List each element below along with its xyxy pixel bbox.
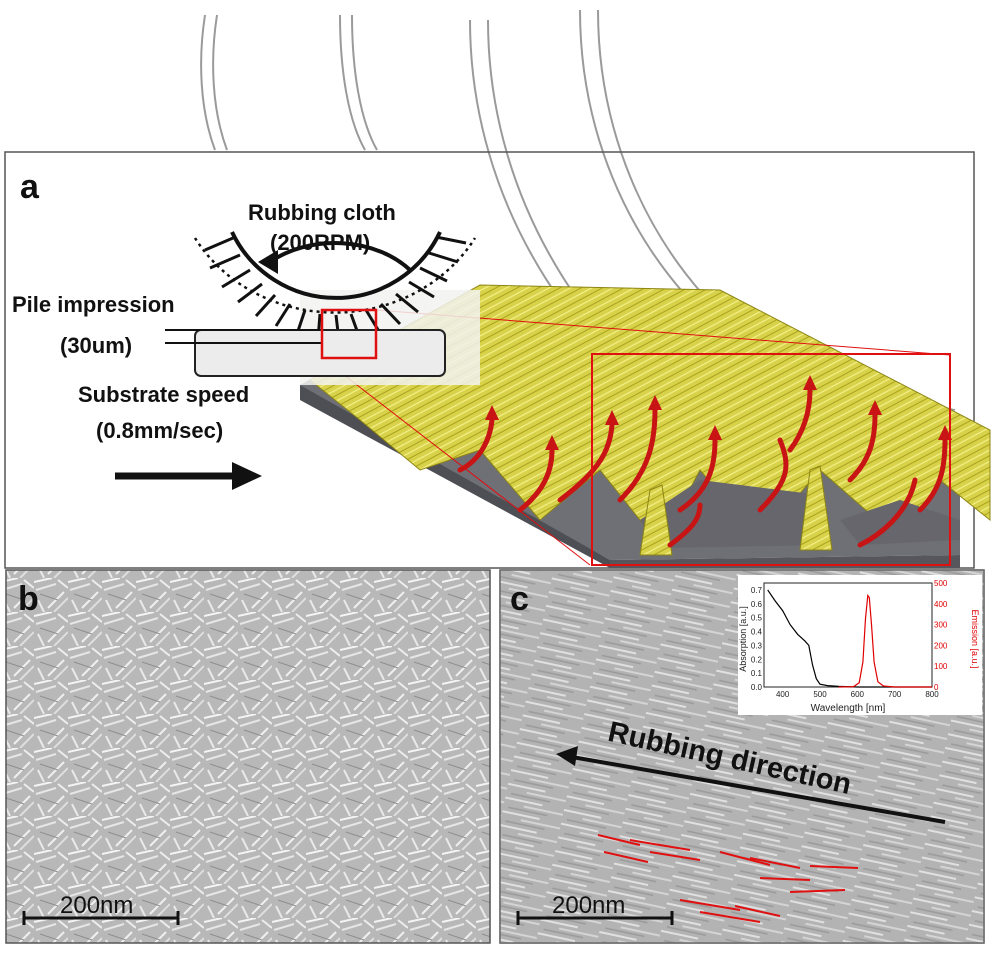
y-right-tick-label: 0 (934, 683, 939, 692)
substrate-slab (194, 329, 446, 377)
spectrum-chart: Absorption [a.u.] Emission [a.u.] Wavele… (738, 579, 980, 714)
absorption-line (767, 589, 932, 688)
panel-b-image (5, 569, 491, 944)
pile-impression-label: Pile impression (12, 292, 175, 317)
y-left-tick-label: 0.0 (751, 683, 763, 692)
y-left-tick-label: 0.5 (751, 614, 763, 623)
rubbing-cloth-label: Rubbing cloth (248, 200, 396, 225)
rod-highlights (597, 834, 859, 923)
x-tick-label: 800 (925, 690, 939, 699)
flow-arrows (457, 387, 948, 548)
rotation-arrow (268, 241, 412, 272)
ylabel-left: Absorption [a.u.] (738, 606, 748, 672)
panel-b-scale-text: 200nm (60, 892, 134, 919)
panel-a-border (4, 151, 975, 569)
panel-b-scalebar (22, 911, 180, 925)
ylabel-right: Emission [a.u.] (970, 609, 980, 668)
y-left-tick-label: 0.1 (751, 669, 763, 678)
x-tick-label: 600 (851, 690, 865, 699)
substrate-speed-value: (0.8mm/sec) (96, 418, 224, 443)
spectrum-inset: Absorption [a.u.] Emission [a.u.] Wavele… (738, 575, 982, 715)
y-left-tick-label: 0.6 (751, 600, 763, 609)
panel-a-label: a (20, 168, 39, 206)
x-tick-label: 500 (813, 690, 827, 699)
panel-c-scale-text: 200nm (552, 892, 626, 919)
panel-c-label: c (510, 580, 529, 618)
y-left-tick-label: 0.4 (751, 628, 763, 637)
rubbing-cloth-rpm: (200RPM) (270, 230, 371, 255)
substrate-speed-label: Substrate speed (78, 382, 250, 407)
y-right-tick-label: 300 (934, 621, 948, 630)
rubbing-direction-arrow (571, 755, 946, 824)
y-right-tick-label: 200 (934, 641, 948, 650)
y-left-tick-label: 0.2 (751, 655, 763, 664)
panel-c-scalebar (516, 911, 674, 925)
y-right-tick-label: 100 (934, 662, 948, 671)
emission-line (838, 593, 932, 688)
y-left-tick-label: 0.3 (751, 641, 763, 650)
xlabel: Wavelength [nm] (811, 703, 886, 714)
pile-impression-value: (30um) (60, 333, 133, 358)
plot-frame (763, 582, 933, 688)
x-tick-label: 700 (888, 690, 902, 699)
panel-b-label: b (18, 580, 39, 618)
y-right-tick-label: 400 (934, 600, 948, 609)
x-tick-label: 400 (776, 690, 790, 699)
y-right-tick-label: 500 (934, 579, 948, 588)
y-left-tick-label: 0.7 (751, 586, 763, 595)
